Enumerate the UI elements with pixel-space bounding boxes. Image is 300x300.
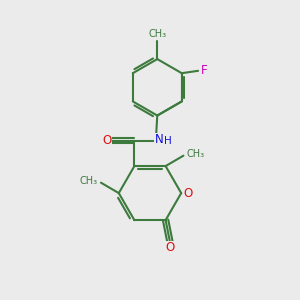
Text: CH₃: CH₃: [80, 176, 98, 186]
Text: O: O: [183, 187, 192, 200]
Text: O: O: [165, 241, 175, 254]
Text: CH₃: CH₃: [149, 28, 167, 38]
Text: N: N: [154, 133, 163, 146]
Text: H: H: [164, 136, 172, 146]
Text: O: O: [102, 134, 111, 147]
Text: CH₃: CH₃: [187, 149, 205, 159]
Text: F: F: [201, 64, 207, 77]
